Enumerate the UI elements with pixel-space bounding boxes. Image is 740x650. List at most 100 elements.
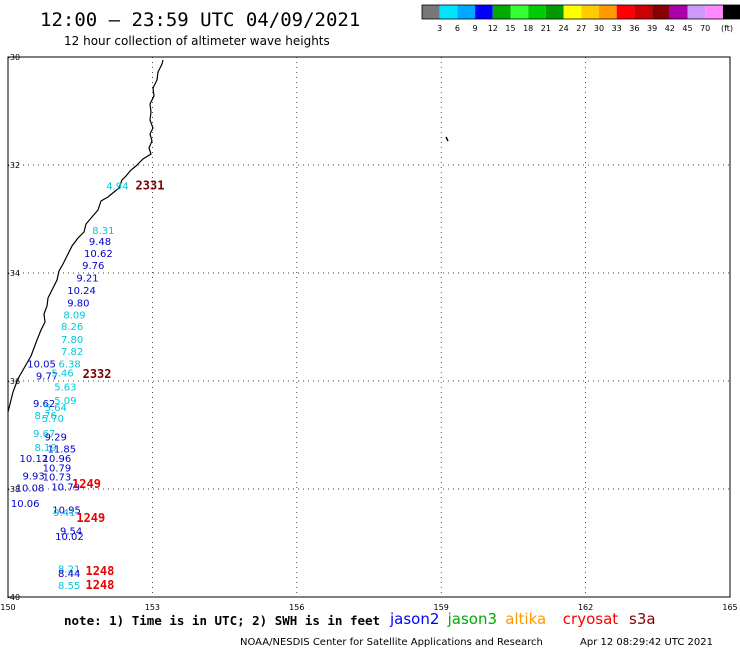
legend-unit-label: (ft) — [721, 24, 733, 33]
pass-time-label: 1248 — [85, 564, 114, 578]
legend-tick-label: 30 — [594, 24, 604, 33]
wave-height-label: 10.08 — [16, 484, 45, 495]
legend-swatch — [510, 5, 529, 19]
longitude-tick-label: 162 — [578, 603, 593, 612]
legend-swatch — [599, 5, 617, 19]
wave-height-label: 8.19 — [34, 443, 56, 454]
wave-height-label: 9.29 — [45, 432, 67, 443]
wave-height-label: 9.77 — [36, 371, 58, 382]
legend-tick-label: 21 — [541, 24, 551, 33]
wave-height-label: 10.62 — [84, 249, 113, 260]
wave-height-label: 10.06 — [11, 499, 40, 510]
wave-height-label: 9.41 — [53, 508, 75, 519]
wave-height-label: 7.80 — [61, 335, 83, 346]
wave-height-label: 10.79 — [51, 483, 80, 494]
generated-timestamp: Apr 12 08:29:42 UTC 2021 — [580, 637, 713, 648]
wave-height-label: 10.02 — [55, 532, 84, 543]
legend-tick-label: 3 — [437, 24, 442, 33]
legend-swatch — [475, 5, 493, 19]
map-subtitle: 12 hour collection of altimeter wave hei… — [64, 34, 330, 48]
legend-swatch — [563, 5, 582, 19]
wave-height-label: 8.55 — [58, 581, 80, 592]
island-mark — [445, 136, 449, 142]
legend-swatch — [705, 5, 723, 19]
wave-height-label: 8.31 — [92, 226, 114, 237]
legend-tick-label: 70 — [700, 24, 710, 33]
satellite-name-jason2: jason2 — [389, 610, 439, 628]
pass-time-label: 1248 — [85, 578, 114, 592]
legend-tick-label: 36 — [629, 24, 639, 33]
legend-tick-label: 27 — [576, 24, 586, 33]
map-title: 12:00 – 23:59 UTC 04/09/2021 — [40, 9, 360, 31]
wave-height-label: 9.67 — [33, 429, 55, 440]
legend-swatch — [422, 5, 440, 19]
wave-height-label: 5.63 — [54, 383, 76, 394]
wave-height-label: 4.94 — [106, 181, 128, 192]
wave-height-label: 10.05 — [27, 360, 56, 371]
legend-swatch — [687, 5, 706, 19]
wave-height-label: 10.12 — [20, 454, 49, 465]
legend-swatch — [457, 5, 476, 19]
pass-time-label: 1249 — [76, 511, 105, 525]
wave-height-label: 9.21 — [76, 274, 98, 285]
legend-tick-label: 39 — [647, 24, 657, 33]
satellite-name-cryosat: cryosat — [563, 610, 618, 628]
wave-height-label: 8.44 — [58, 569, 80, 580]
legend-tick-label: 9 — [473, 24, 478, 33]
latitude-tick-label: -36 — [7, 377, 20, 386]
wave-height-label: 5.70 — [42, 414, 64, 425]
latitude-tick-label: -30 — [7, 53, 20, 62]
wave-height-label: 9.48 — [89, 237, 111, 248]
wave-height-label: 9.93 — [22, 471, 44, 482]
legend-tick-label: 6 — [455, 24, 460, 33]
legend-swatch — [545, 5, 564, 19]
legend-swatch — [669, 5, 688, 19]
latitude-tick-label: -32 — [7, 161, 20, 170]
legend-tick-label: 12 — [488, 24, 498, 33]
legend-tick-label: 33 — [612, 24, 622, 33]
pass-time-label: 1249 — [72, 477, 101, 491]
wave-height-label: 9.62 — [33, 399, 55, 410]
legend-swatch — [528, 5, 546, 19]
lat-lon-grid — [8, 57, 730, 597]
wave-height-label: 10.79 — [43, 464, 72, 475]
wave-height-label: 9.54 — [60, 526, 82, 537]
longitude-tick-label: 153 — [145, 603, 160, 612]
latitude-tick-label: -34 — [7, 269, 20, 278]
longitude-tick-label: 156 — [289, 603, 304, 612]
longitude-tick-label: 150 — [0, 603, 15, 612]
wave-height-label: 8.21 — [58, 565, 80, 576]
satellite-name-jason3: jason3 — [447, 610, 497, 628]
legend-tick-label: 42 — [665, 24, 675, 33]
legend-swatch — [722, 5, 740, 19]
legend-border — [421, 4, 740, 20]
satellite-legend: jason2 jason3 altika cryosat s3a — [389, 610, 656, 628]
wave-height-observations: 4.948.319.4810.629.769.2110.249.808.098.… — [11, 181, 129, 592]
credit-text: NOAA/NESDIS Center for Satellite Applica… — [240, 637, 543, 648]
legend-tick-label: 15 — [505, 24, 515, 33]
legend-swatch — [492, 5, 511, 19]
wave-height-label: 10.24 — [67, 286, 96, 297]
longitude-tick-label: 165 — [722, 603, 737, 612]
satellite-name-s3a: s3a — [629, 610, 656, 628]
wave-height-color-scale: 3 6 9 12 15 18 21 24 27 30 33 36 39 42 45 70 — [421, 4, 740, 33]
pass-time-label: 2331 — [136, 178, 165, 192]
legend-swatch — [439, 5, 458, 19]
wave-height-label: 5.46 — [51, 369, 73, 380]
wave-height-label: 9.80 — [67, 298, 89, 309]
satellite-name-altika: altika — [505, 610, 546, 628]
wave-height-label: 7.82 — [61, 347, 83, 358]
wave-height-label: 6.38 — [59, 360, 81, 371]
wave-height-label: 8.26 — [61, 322, 83, 333]
legend-tick-label: 24 — [559, 24, 569, 33]
legend-swatch — [581, 5, 599, 19]
axis-tick-labels: 150 153 156 159 162 165 -30 -32 -34 -36 -38 -40 — [0, 53, 737, 612]
legend-tick-label: 45 — [682, 24, 692, 33]
footer-note: note: 1) Time is in UTC; 2) SWH is in fe… — [64, 613, 380, 628]
wave-height-label: 5.09 — [54, 396, 76, 407]
legend-swatch — [616, 5, 635, 19]
coastline — [7, 59, 164, 413]
wave-height-label: 10.95 — [52, 505, 81, 516]
